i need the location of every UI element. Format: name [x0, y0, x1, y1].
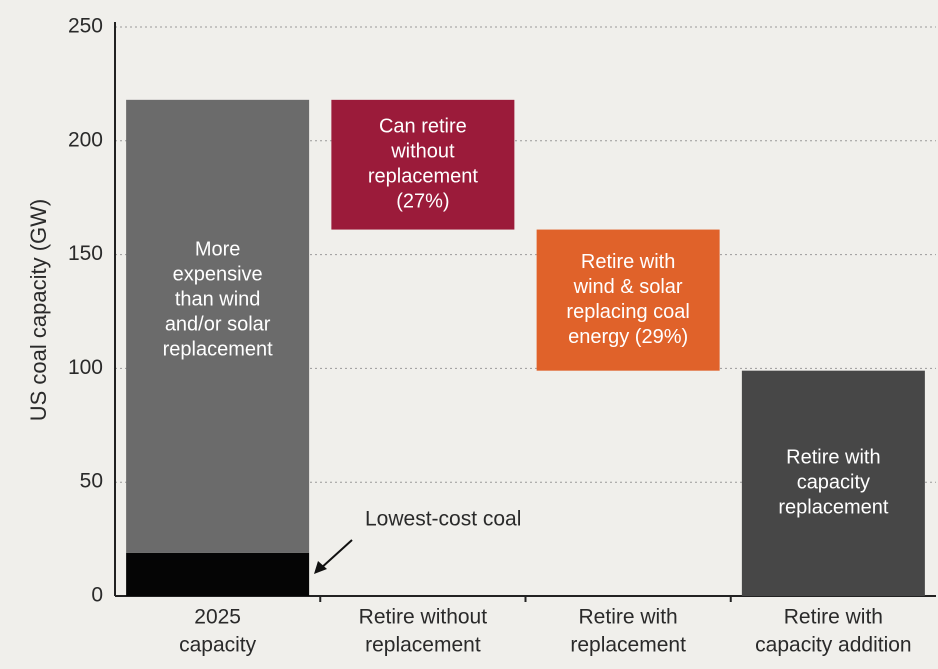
x-tick-label: capacity addition: [755, 634, 911, 657]
bar: [126, 552, 310, 596]
bar-label: More: [195, 239, 241, 261]
y-tick-label: 200: [68, 128, 103, 151]
y-axis-label: US coal capacity (GW): [26, 199, 51, 422]
bar-label: wind & solar: [573, 276, 683, 298]
annotation-arrow: [319, 539, 353, 570]
y-tick-label: 250: [68, 15, 103, 38]
annotation: Lowest-cost coal: [365, 508, 521, 531]
bar-label: Retire with: [581, 251, 675, 273]
x-tick-label: replacement: [570, 634, 686, 657]
bar-label: replacement: [778, 497, 889, 519]
bar-label: replacing coal: [566, 301, 689, 323]
y-tick-label: 0: [91, 584, 103, 607]
bar-label: capacity: [797, 472, 870, 494]
x-tick-label: capacity: [179, 634, 257, 657]
bar-label: Can retire: [379, 115, 467, 137]
bar: [741, 370, 925, 596]
bar-label: without: [390, 140, 455, 162]
bar-label: expensive: [173, 264, 263, 286]
x-tick-label: Retire with: [784, 606, 883, 629]
y-tick-label: 100: [68, 356, 103, 379]
bar-label: and/or solar: [165, 314, 271, 336]
bar: [331, 99, 515, 230]
bar-label: Retire with: [786, 447, 880, 469]
y-tick-label: 150: [68, 242, 103, 265]
y-tick-label: 50: [80, 470, 103, 493]
bar-label: (27%): [396, 190, 449, 212]
x-tick-label: 2025: [194, 606, 241, 629]
bar: [536, 229, 720, 371]
x-tick-label: replacement: [365, 634, 481, 657]
x-tick-label: Retire with: [579, 606, 678, 629]
bar-label: replacement: [368, 165, 479, 187]
arrow-head: [314, 561, 327, 574]
bar: [126, 99, 310, 553]
bar-label: replacement: [163, 339, 274, 361]
x-tick-label: Retire without: [359, 606, 488, 629]
bar-label: energy (29%): [568, 326, 688, 348]
bar-label: than wind: [175, 289, 261, 311]
